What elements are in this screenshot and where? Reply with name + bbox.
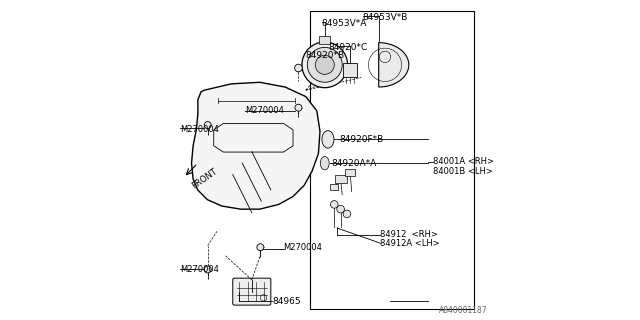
Text: 84953V*B: 84953V*B xyxy=(363,13,408,22)
Text: A840001187: A840001187 xyxy=(439,306,488,315)
Bar xyxy=(310,11,474,309)
Polygon shape xyxy=(191,82,320,209)
Bar xyxy=(319,36,330,44)
Ellipse shape xyxy=(320,156,329,170)
Text: 84965: 84965 xyxy=(273,297,301,306)
Text: 84001A <RH>: 84001A <RH> xyxy=(433,157,493,166)
Bar xyxy=(335,175,347,183)
Text: 84920*B: 84920*B xyxy=(306,51,345,60)
Text: FRONT: FRONT xyxy=(190,167,219,191)
Text: 84912A <LH>: 84912A <LH> xyxy=(380,239,440,248)
Bar xyxy=(330,184,339,190)
Text: M270004: M270004 xyxy=(284,243,323,252)
FancyBboxPatch shape xyxy=(233,278,271,305)
Text: M270004: M270004 xyxy=(180,125,220,134)
Circle shape xyxy=(316,55,334,74)
Text: 84912  <RH>: 84912 <RH> xyxy=(380,230,438,239)
Text: 84920A*A: 84920A*A xyxy=(331,159,376,168)
Circle shape xyxy=(330,201,338,208)
Text: 84953V*A: 84953V*A xyxy=(321,19,367,28)
Circle shape xyxy=(343,210,351,218)
Bar xyxy=(343,63,357,76)
Circle shape xyxy=(204,266,211,273)
Circle shape xyxy=(337,205,344,213)
Text: 84920F*B: 84920F*B xyxy=(339,135,383,144)
Circle shape xyxy=(204,122,211,129)
Circle shape xyxy=(294,64,302,72)
Circle shape xyxy=(307,47,342,82)
Bar xyxy=(346,169,355,176)
Text: M270004: M270004 xyxy=(180,265,220,274)
Circle shape xyxy=(295,104,302,111)
Circle shape xyxy=(257,244,264,251)
Polygon shape xyxy=(379,43,409,87)
Circle shape xyxy=(302,42,348,88)
Text: 84001B <LH>: 84001B <LH> xyxy=(433,167,493,176)
Text: 84920*C: 84920*C xyxy=(328,43,367,52)
Text: M270004: M270004 xyxy=(246,106,284,115)
Ellipse shape xyxy=(322,131,334,148)
